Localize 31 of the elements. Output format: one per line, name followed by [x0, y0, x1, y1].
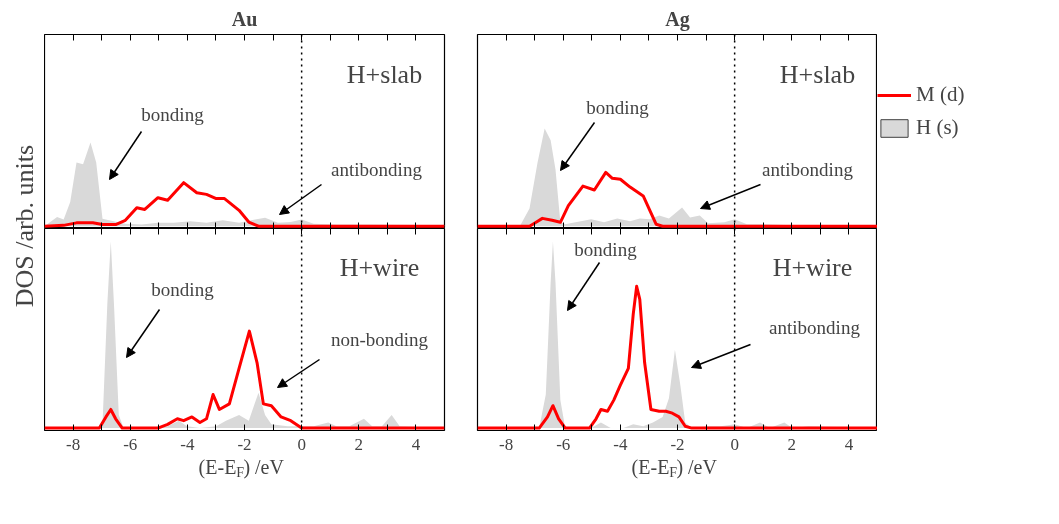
legend-label: M (d)	[916, 82, 965, 107]
x-tick-label: -6	[123, 434, 138, 454]
x-tick-label: 4	[844, 434, 854, 454]
legend-label: H (s)	[916, 115, 959, 140]
x-tick-label: -2	[670, 434, 685, 454]
annotation: non-bonding	[330, 329, 429, 350]
text: H+slab	[346, 60, 423, 89]
x-tick-label: 4	[411, 434, 421, 454]
text: bonding	[141, 104, 205, 125]
chart-title: Ag	[665, 7, 690, 31]
x-tick-label: -2	[237, 434, 252, 454]
annotation: antibonding	[769, 317, 861, 338]
x-tick-label: 2	[354, 434, 364, 454]
x-tick-label: 2	[787, 434, 797, 454]
x-tick-label: -6	[556, 434, 571, 454]
annotation: bonding	[151, 279, 215, 300]
text: bonding	[586, 97, 650, 118]
annotation: H+wire	[772, 253, 853, 282]
x-tick-label: -8	[65, 434, 81, 454]
text: H+slab	[779, 60, 856, 89]
chart-title: Au	[231, 7, 258, 30]
x-tick-label: -4	[180, 434, 195, 454]
annotation: H+wire	[339, 253, 420, 282]
x-tick-label: -4	[613, 434, 628, 454]
y-axis-title: DOS /arb. units	[10, 144, 40, 308]
annotation: antibonding	[762, 159, 854, 180]
x-tick-label: 0	[297, 434, 306, 454]
x-tick-label: -8	[498, 434, 514, 454]
x-tick-label: 0	[730, 434, 739, 454]
annotation: antibonding	[331, 159, 423, 180]
annotation: bonding	[574, 239, 638, 260]
